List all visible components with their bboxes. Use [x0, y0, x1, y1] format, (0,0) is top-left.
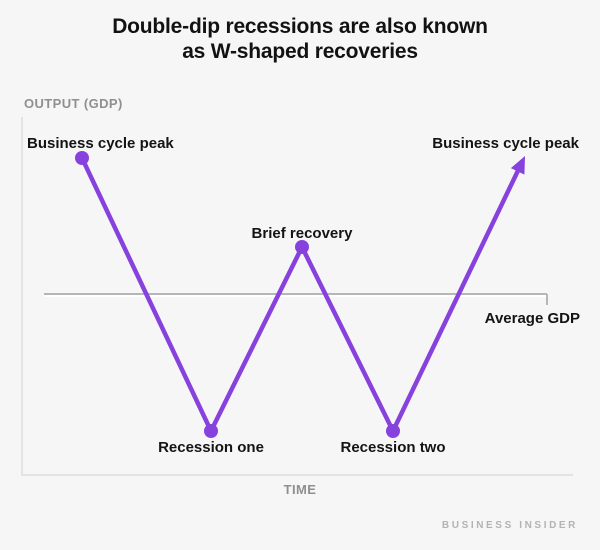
x-axis-label: TIME	[283, 482, 317, 497]
arrowhead	[510, 156, 525, 175]
annotation-business-cycle-peak-right: Business cycle peak	[432, 135, 579, 152]
data-point-dot	[204, 424, 218, 438]
annotation-brief-recovery: Brief recovery	[251, 225, 353, 242]
business-insider-logo: BUSINESS INSIDER	[441, 520, 578, 531]
data-point-dot	[386, 424, 400, 438]
annotation-recession-one: Recession one	[158, 439, 264, 456]
data-point-dot	[75, 151, 89, 165]
y-axis-label: OUTPUT (GDP)	[24, 96, 123, 111]
chart-title-line2: as W-shaped recoveries	[182, 40, 418, 63]
chart-title: Double-dip recessions are also known as …	[0, 14, 600, 64]
data-point-dot	[295, 240, 309, 254]
annotation-average-gdp: Average GDP	[484, 310, 580, 327]
chart-title-line1: Double-dip recessions are also known	[112, 15, 488, 38]
annotation-recession-two: Recession two	[340, 439, 446, 456]
annotation-business-cycle-peak-left: Business cycle peak	[27, 135, 174, 152]
